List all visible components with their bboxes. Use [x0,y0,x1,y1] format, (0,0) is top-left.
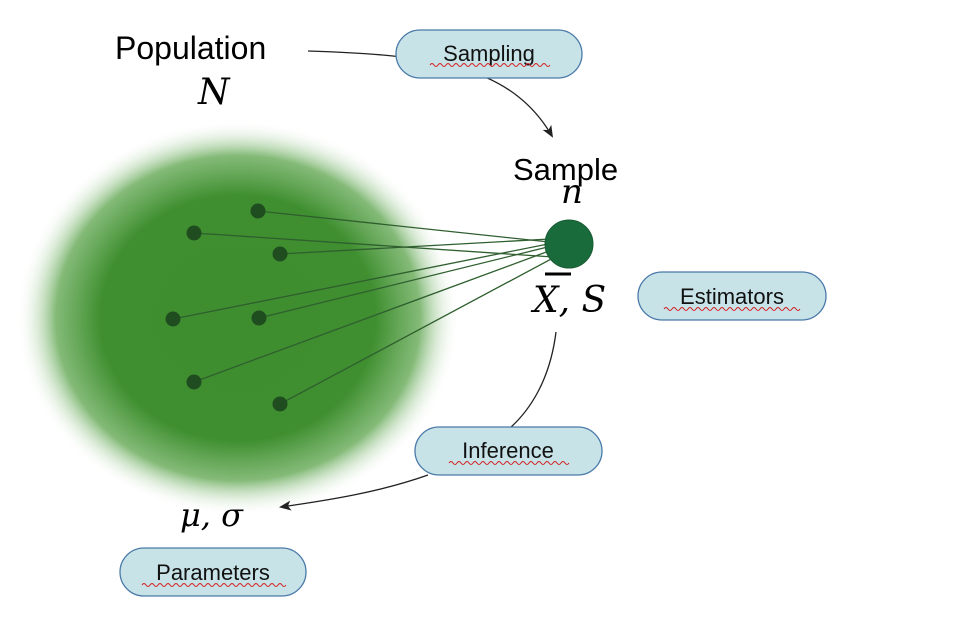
inference-pill-label: Inference [462,438,554,463]
population-member-dot [272,396,288,412]
estimators-pill-label: Estimators [680,284,784,309]
sampling-pill: Sampling [395,29,583,79]
spellcheck-underline [448,461,570,465]
population-symbol: N [197,72,231,113]
spellcheck-underline [663,307,801,311]
sampling-line [193,232,569,259]
population-member-dot [272,246,288,262]
population-member-dot [186,374,202,390]
population-members [165,203,288,412]
sampling-line [279,249,569,405]
population-member-dot [165,311,181,327]
inference-arrow [279,474,429,511]
parameter-symbols: μ, σ [180,496,244,534]
sampling-line [172,239,569,320]
sampling-pill-label: Sampling [443,41,535,66]
spellcheck-underline [429,63,551,67]
estimators-pill: Estimators [637,271,827,321]
population-member-dot [250,203,266,219]
inference-pill: Inference [414,426,603,476]
population-member-dot [251,310,267,326]
population-member-dot [186,225,202,241]
sampling-lines [172,210,569,405]
population-cloud [16,120,460,516]
sample-label: Sample [513,152,618,187]
parameters-pill-label: Parameters [156,560,270,585]
sampling-line [193,243,569,383]
sampling-line [279,237,569,255]
sampling-line [257,210,569,245]
population-label: Population [115,30,266,66]
estimator-symbols: X, S [530,280,606,321]
sample-symbol: n [561,172,583,212]
estimator-mean-symbol: X [530,280,560,321]
inference-connector [509,331,557,429]
sample-dot [544,219,594,269]
parameters-pill: Parameters [119,547,307,597]
sampling-line [258,241,569,319]
spellcheck-underline [141,583,287,587]
estimator-rest-symbols: , S [559,280,607,321]
